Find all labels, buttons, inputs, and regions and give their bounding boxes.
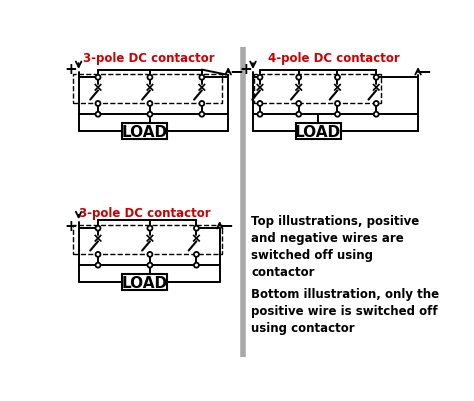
- Circle shape: [194, 226, 199, 231]
- Circle shape: [257, 113, 263, 117]
- Text: LOAD: LOAD: [121, 124, 168, 139]
- Circle shape: [374, 113, 379, 117]
- Circle shape: [147, 76, 153, 81]
- Bar: [122, 275, 167, 290]
- Circle shape: [96, 226, 100, 231]
- Circle shape: [374, 102, 379, 107]
- Circle shape: [194, 252, 199, 257]
- Circle shape: [296, 113, 301, 117]
- Circle shape: [335, 76, 340, 81]
- Circle shape: [200, 76, 204, 81]
- Circle shape: [96, 113, 100, 117]
- Circle shape: [147, 113, 153, 117]
- Bar: [73, 75, 222, 104]
- Circle shape: [200, 113, 204, 117]
- Text: +: +: [64, 219, 77, 234]
- Text: LOAD: LOAD: [121, 275, 168, 290]
- Circle shape: [257, 76, 263, 81]
- Circle shape: [96, 263, 100, 268]
- Text: −: −: [229, 61, 243, 79]
- Bar: [296, 124, 341, 140]
- Text: Bottom illustration, only the
positive wire is switched off
using contactor: Bottom illustration, only the positive w…: [251, 288, 439, 335]
- Circle shape: [335, 113, 340, 117]
- Circle shape: [335, 102, 340, 107]
- Text: 3-pole DC contactor: 3-pole DC contactor: [79, 207, 210, 219]
- Bar: [254, 75, 381, 104]
- Text: 3-pole DC contactor: 3-pole DC contactor: [82, 52, 214, 65]
- Text: +: +: [240, 61, 252, 76]
- Circle shape: [257, 102, 263, 107]
- Text: +: +: [64, 61, 77, 76]
- Circle shape: [147, 226, 153, 231]
- Text: −: −: [219, 216, 233, 234]
- Circle shape: [96, 102, 100, 107]
- Circle shape: [296, 76, 301, 81]
- Circle shape: [374, 76, 379, 81]
- Circle shape: [96, 252, 100, 257]
- Circle shape: [147, 263, 153, 268]
- Bar: [122, 124, 167, 140]
- Circle shape: [96, 76, 100, 81]
- Text: LOAD: LOAD: [295, 124, 341, 139]
- Circle shape: [147, 102, 153, 107]
- Circle shape: [296, 102, 301, 107]
- Text: −: −: [417, 61, 431, 79]
- Text: 4-pole DC contactor: 4-pole DC contactor: [268, 52, 400, 65]
- Circle shape: [200, 102, 204, 107]
- Circle shape: [194, 263, 199, 268]
- Text: Top illustrations, positive
and negative wires are
switched off using
contactor: Top illustrations, positive and negative…: [251, 215, 419, 279]
- Bar: [73, 225, 222, 255]
- Circle shape: [147, 252, 153, 257]
